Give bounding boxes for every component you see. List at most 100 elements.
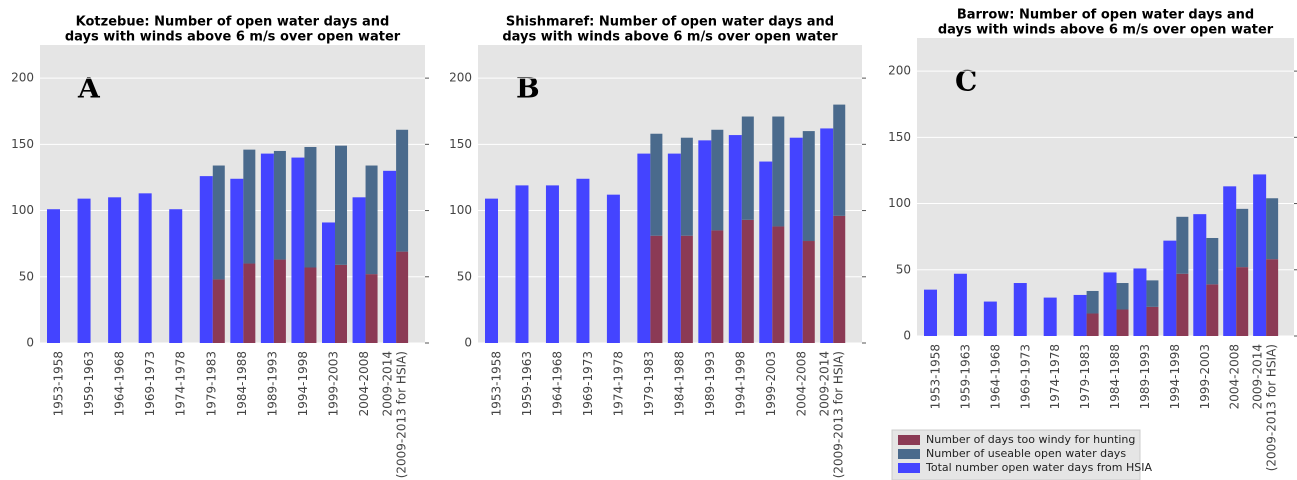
x-tick-label: 1969-1973 — [1018, 344, 1032, 409]
x-tick-label: 2009-2014 — [1251, 344, 1265, 409]
bar-total — [515, 185, 529, 343]
x-tick-label: 1974-1978 — [174, 351, 188, 416]
bar-total — [1163, 240, 1177, 336]
chart-title: Kotzebue: Number of open water days and — [76, 15, 390, 30]
x-tick-label: 2009-2014 — [381, 351, 395, 416]
x-tick-label: 1994-1998 — [296, 351, 310, 416]
bar-total — [260, 153, 274, 343]
chart-title: Barrow: Number of open water days and — [957, 8, 1254, 23]
bar-useable — [212, 165, 225, 280]
x-tick-label: 1974-1978 — [611, 351, 625, 416]
panel-label: B — [516, 72, 540, 105]
chart-title: Shishmaref: Number of open water days an… — [506, 15, 834, 30]
bar-total — [47, 209, 60, 343]
legend-label: Total number open water days from HSIA — [925, 461, 1152, 474]
bar-total — [759, 161, 773, 343]
x-tick-label: (2009-2013 for HSIA) — [832, 351, 846, 478]
y-tick-label: 100 — [11, 203, 34, 217]
bar-windy — [680, 235, 693, 343]
x-tick-label: 1984-1988 — [235, 351, 249, 416]
bar-windy — [396, 251, 409, 343]
x-tick-label: 1979-1983 — [642, 351, 656, 416]
bar-windy — [273, 259, 286, 343]
x-tick-label: 1969-1973 — [581, 351, 595, 416]
bar-useable — [243, 149, 256, 264]
bar-total — [108, 197, 122, 343]
y-tick-label: 100 — [449, 203, 472, 217]
x-tick-label: 1953-1958 — [929, 344, 943, 409]
x-tick-label: 1953-1958 — [52, 351, 66, 416]
y-tick-label: 150 — [11, 137, 34, 151]
x-tick-label: 1999-2003 — [1198, 344, 1212, 409]
bar-useable — [1266, 198, 1279, 260]
chart-title: days with winds above 6 m/s over open wa… — [502, 30, 838, 45]
panel-label: A — [77, 72, 101, 105]
legend-swatch — [898, 449, 920, 459]
bar-useable — [650, 133, 663, 236]
bar-total — [728, 135, 742, 343]
x-tick-label: 1989-1993 — [265, 351, 279, 416]
x-tick-label: 1989-1993 — [703, 351, 717, 416]
bar-total — [1193, 214, 1207, 336]
bar-useable — [1146, 280, 1159, 307]
bar-useable — [1176, 216, 1189, 274]
x-tick-label: 2004-2008 — [794, 351, 808, 416]
bar-total — [545, 185, 559, 343]
y-tick-label: 0 — [26, 336, 34, 350]
chart-title: days with winds above 6 m/s over open wa… — [938, 23, 1274, 38]
bar-total — [485, 198, 498, 343]
x-tick-label: 2009-2014 — [818, 351, 832, 416]
legend-label: Number of days too windy for hunting — [926, 433, 1135, 446]
bar-total — [169, 209, 183, 343]
x-tick-label: 1974-1978 — [1048, 344, 1062, 409]
bar-total — [1253, 174, 1267, 336]
y-tick-label: 200 — [11, 71, 34, 85]
bar-useable — [833, 104, 846, 216]
y-tick-label: 0 — [464, 336, 472, 350]
bar-total — [1103, 272, 1117, 336]
y-tick-label: 200 — [888, 64, 911, 78]
bar-windy — [1206, 284, 1219, 336]
bar-windy — [335, 264, 347, 343]
x-tick-label: 2004-2008 — [357, 351, 371, 416]
bar-useable — [335, 145, 347, 265]
bar-useable — [396, 129, 409, 252]
legend-box — [891, 429, 1141, 480]
bar-windy — [833, 215, 846, 343]
bar-windy — [1176, 273, 1189, 336]
bar-total — [138, 193, 152, 343]
bar-useable — [1086, 290, 1099, 314]
bar-windy — [212, 279, 225, 343]
bar-windy — [1116, 309, 1129, 336]
y-tick-label: 0 — [903, 329, 911, 343]
bar-total — [1223, 186, 1237, 336]
y-tick-label: 150 — [888, 130, 911, 144]
x-tick-label: 1994-1998 — [733, 351, 747, 416]
bar-total — [820, 128, 834, 343]
x-tick-label: 1989-1993 — [1138, 344, 1152, 409]
bar-windy — [1146, 306, 1159, 336]
x-tick-label: 2004-2008 — [1228, 344, 1242, 409]
bar-windy — [365, 274, 378, 343]
x-tick-label: 1959-1963 — [520, 351, 534, 416]
bar-useable — [365, 165, 378, 275]
x-tick-label: (2009-2013 for HSIA) — [1265, 344, 1279, 471]
x-tick-label: 1979-1983 — [204, 351, 218, 416]
bar-total — [1073, 294, 1087, 336]
bar-total — [322, 222, 335, 343]
bar-useable — [273, 150, 286, 260]
bar-useable — [680, 137, 693, 236]
x-tick-label: 1964-1968 — [988, 344, 1002, 409]
y-tick-label: 50 — [19, 269, 34, 283]
bar-useable — [802, 131, 815, 242]
bar-windy — [802, 241, 815, 343]
bar-windy — [741, 219, 754, 343]
y-tick-label: 150 — [449, 137, 472, 151]
bar-total — [291, 157, 305, 343]
y-tick-label: 50 — [896, 262, 911, 276]
x-tick-label: (2009-2013 for HSIA) — [395, 351, 409, 478]
bar-total — [230, 178, 244, 343]
y-tick-label: 50 — [457, 269, 472, 283]
bar-total — [77, 198, 91, 343]
